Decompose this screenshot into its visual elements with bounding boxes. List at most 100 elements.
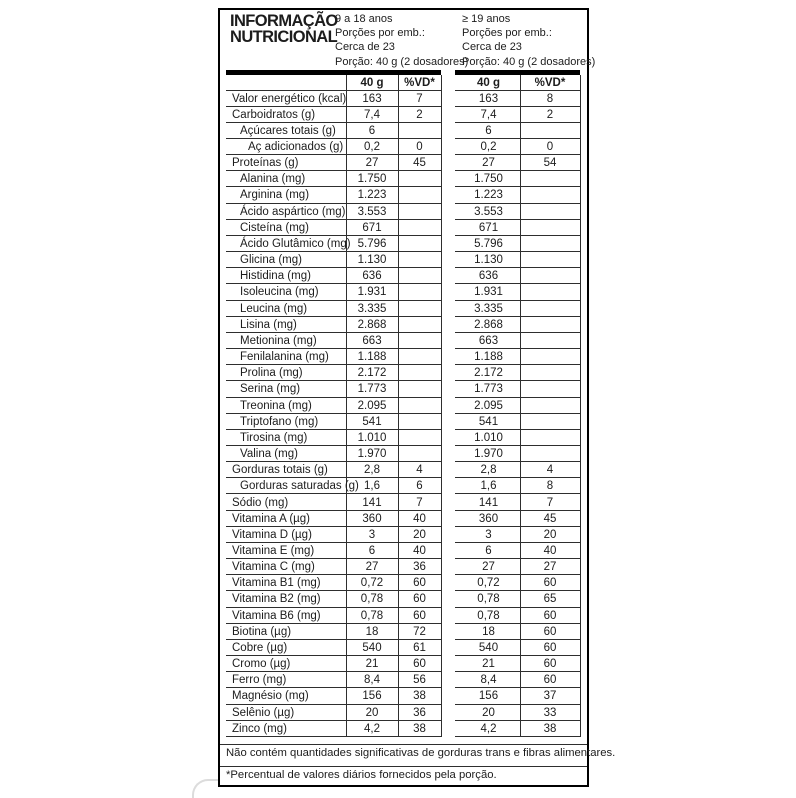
vd-value-group1: 60 [413,577,426,590]
nutrient-label: Açúcares totais (g) [240,124,336,137]
table-row: Tirosina (mg) 1.010 1.010 [220,430,587,447]
qty-value-group1: 540 [362,641,382,654]
qty-value-group2: 27 [482,561,495,574]
row-divider-group2 [455,574,580,576]
qty-value-group1: 21 [365,658,379,671]
qty-value-group1: 2.172 [357,367,387,380]
nutrient-label: Vitamina A (µg) [232,512,311,525]
row-divider-group2 [455,477,580,479]
qty-value-group1: 1,6 [364,480,380,493]
qty-value-group2: 0,72 [477,577,500,590]
qty-value-group1: 7,4 [364,108,380,121]
vd-value-group2: 60 [543,658,557,671]
footnote-divider-bottom [220,766,587,767]
table-row: Vitamina B1 (mg) 0,72 60 0,72 60 [220,575,587,592]
vd-value-group2: 45 [543,512,557,525]
panel-title: INFORMAÇÃO NUTRICIONAL [230,13,338,46]
qty-value-group2: 2.095 [474,399,503,412]
row-divider-group1 [226,348,441,350]
row-divider-group2 [455,137,580,139]
row-divider-group1 [226,558,441,560]
footnote-divider-top [220,744,587,745]
nutrient-label: Fenilalanina (mg) [240,351,329,364]
qty-value-group1: 3 [368,528,376,541]
row-divider-group1 [226,234,441,236]
row-divider-group1 [226,380,441,382]
row-divider-group1 [226,364,441,366]
grid-vertical-line [520,74,521,737]
row-divider-group1 [226,622,441,624]
qty-value-group1: 5.796 [357,237,387,250]
nutrient-label: Vitamina B1 (mg) [232,577,321,590]
table-row: Cromo (µg) 21 60 21 60 [220,656,587,673]
row-divider-group1 [226,121,441,123]
vd-value-group1: 60 [413,658,426,671]
age-group-1-portions-count: Cerca de 23 [335,41,395,54]
vd-value-group1: 20 [413,528,426,541]
table-row: Sódio (mg) 141 7 141 7 [220,495,587,511]
row-divider-group2 [455,638,580,640]
row-divider-group2 [455,606,580,608]
qty-value-group2: 1.773 [474,383,503,396]
vd-value-group1: 38 [413,722,426,735]
table-row: Treonina (mg) 2.095 2.095 [220,398,587,414]
nutrient-label: Aç adicionados (g) [248,140,344,153]
qty-value-group2: 671 [478,221,499,234]
vd-value-group1: 6 [416,480,423,493]
qty-value-group1: 1.188 [357,351,387,364]
vd-value-group2: 60 [543,625,557,638]
qty-value-group2: 1.010 [474,431,503,444]
nutrient-label: Glicina (mg) [240,254,302,267]
row-divider-group2 [455,331,580,333]
row-divider-group2 [455,364,580,366]
vd-value-group1: 2 [416,108,423,121]
table-row: Selênio (µg) 20 36 20 33 [220,705,587,721]
row-divider-group1 [226,590,441,592]
row-divider-group1 [226,251,441,253]
qty-value-group1: 1.223 [357,189,387,202]
row-divider-group2 [455,735,580,737]
vd-value-group1: 7 [416,92,423,105]
nutrient-label: Vitamina C (mg) [232,561,315,574]
qty-value-group1: 1.010 [357,431,387,444]
row-divider-group1 [226,687,441,689]
vd-value-group2: 0 [546,140,554,153]
row-divider-group1 [226,315,441,317]
qty-value-group1: 1.750 [357,173,387,186]
thick-rule-group-1 [226,70,441,75]
qty-value-group1: 141 [362,496,382,509]
row-divider-group1 [226,493,441,495]
age-group-2-range: ≥ 19 anos [462,13,511,25]
row-divider-group2 [455,251,580,253]
row-divider-group1 [226,477,441,479]
nutrient-label: Vitamina B6 (mg) [232,609,321,622]
row-divider-group2 [455,687,580,689]
age-group-1-header: 9 a 18 anos Porções por emb.: Cerca de 2… [335,12,468,69]
nutrient-label: Vitamina B2 (mg) [232,593,321,606]
nutrient-label: Selênio (µg) [232,706,295,719]
vd-value-group2: 60 [543,609,557,622]
table-row: Prolina (mg) 2.172 2.172 [220,365,587,382]
row-divider-group2 [455,671,580,673]
table-row: Cisteína (mg) 671 671 [220,220,587,236]
vd-value-group2: 40 [543,544,557,557]
table-row: Metionina (mg) 663 663 [220,333,587,350]
nutrient-label: Ácido aspártico (mg) [240,205,346,218]
table-row: Carboidratos (g) 7,4 2 7,4 2 [220,107,587,123]
table-row: Triptofano (mg) 541 541 [220,414,587,430]
table-row: Lisina (mg) 2.868 2.868 [220,317,587,333]
table-row: Ácido aspártico (mg) 3.553 3.553 [220,204,587,220]
grid-vertical-line [579,74,581,737]
qty-value-group2: 663 [478,334,499,347]
vd-value-group1: 56 [413,674,426,687]
vd-value-group2: 60 [543,641,557,654]
qty-value-group1: 27 [365,157,379,170]
table-row: Glicina (mg) 1.130 1.130 [220,252,587,269]
qty-value-group1: 18 [365,625,379,638]
row-divider-group1 [226,428,441,430]
vd-value-group1: 60 [413,593,426,606]
table-row: Açúcares totais (g) 6 6 [220,123,587,139]
qty-value-group1: 4,2 [364,722,380,735]
nutrient-label: Valor energético (kcal) [232,92,347,105]
